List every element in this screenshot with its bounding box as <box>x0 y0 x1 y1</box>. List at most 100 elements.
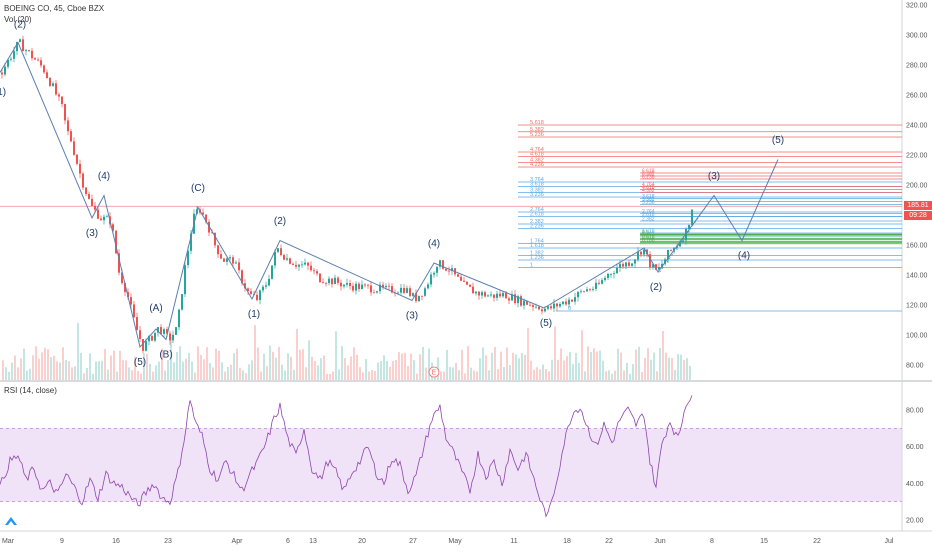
candle-body <box>646 249 648 255</box>
volume-bar-114 <box>344 358 346 380</box>
candle-body <box>334 277 336 285</box>
candle-body <box>241 270 243 284</box>
candle-body <box>676 246 678 248</box>
candle-body <box>124 283 126 293</box>
volume-bar-140 <box>422 346 424 380</box>
candle-body <box>535 306 537 308</box>
candle-body <box>643 249 645 255</box>
volume-bar-153 <box>461 349 463 380</box>
candle-body <box>586 289 588 292</box>
candle-body <box>529 304 531 306</box>
candle-body <box>85 187 87 195</box>
candle-body <box>412 293 414 296</box>
candle-body <box>598 282 600 284</box>
volume-bar-88 <box>266 366 268 380</box>
candle-body <box>274 251 276 266</box>
volume-bar-167 <box>503 367 505 380</box>
wave-label-14: (3) <box>708 171 720 182</box>
time-tick-8: 27 <box>409 538 417 545</box>
candle-body <box>181 294 183 310</box>
fib-label-0: 5.618 <box>530 120 544 126</box>
volume-bar-135 <box>407 366 409 380</box>
candle-body <box>568 299 570 305</box>
volume-bar-99 <box>299 349 301 380</box>
volume-bar-203 <box>611 373 613 380</box>
volume-bar-80 <box>242 370 244 380</box>
volume-bar-193 <box>581 330 583 380</box>
volume-bar-150 <box>452 367 454 380</box>
candle-body <box>205 214 207 222</box>
volume-bar-16 <box>50 357 52 380</box>
volume-bar-119 <box>359 367 361 380</box>
volume-bar-217 <box>653 352 655 380</box>
volume-bar-202 <box>608 370 610 380</box>
volume-bar-52 <box>158 361 160 380</box>
rsi-pane <box>0 395 902 518</box>
price-tick-1: 300.00 <box>906 33 928 40</box>
candle-body <box>580 291 582 293</box>
candle-body <box>244 283 246 289</box>
wave-label-5: (A) <box>149 303 162 314</box>
volume-bar-116 <box>350 356 352 380</box>
candle-body <box>184 265 186 295</box>
volume-bar-129 <box>389 366 391 380</box>
candle-body <box>34 58 36 60</box>
volume-bar-98 <box>296 328 298 380</box>
volume-bar-48 <box>146 353 148 380</box>
candle-body <box>319 273 321 283</box>
volume-bar-62 <box>188 352 190 380</box>
volume-bar-78 <box>236 348 238 380</box>
candle-body <box>637 251 639 260</box>
rsi-legend: RSI (14, close) <box>4 386 57 395</box>
candle-body <box>520 296 522 306</box>
candle-body <box>538 306 540 310</box>
candle-body <box>553 303 555 309</box>
candle-body <box>526 300 528 305</box>
wave-label-7: (C) <box>191 183 205 194</box>
volume-bar-139 <box>419 354 421 380</box>
volume-bar-47 <box>143 353 145 380</box>
candle-body <box>469 284 471 287</box>
candle-body <box>268 278 270 286</box>
candle-body <box>121 272 123 284</box>
volume-bar-199 <box>599 350 601 380</box>
volume-bar-197 <box>593 348 595 380</box>
candle-body <box>370 285 372 293</box>
candle-body <box>664 259 666 264</box>
volume-bar-59 <box>179 346 181 380</box>
volume-bar-8 <box>26 370 28 380</box>
volume-bar-72 <box>218 350 220 380</box>
volume-bar-111 <box>335 331 337 380</box>
candle-body <box>106 216 108 218</box>
fib2-label-16: 0.786 <box>642 238 655 244</box>
candle-body <box>640 251 642 255</box>
candle-body <box>445 268 447 271</box>
volume-bar-186 <box>560 348 562 380</box>
candle-body <box>223 258 225 262</box>
rsi-tick-1: 60.00 <box>906 444 924 451</box>
volume-bar-45 <box>137 370 139 380</box>
fib2-label-1: 6.382 <box>642 172 655 178</box>
candle-body <box>559 304 561 307</box>
volume-bar-138 <box>416 373 418 380</box>
volume-bar-158 <box>476 371 478 380</box>
volume-bar-181 <box>545 369 547 380</box>
volume-bar-85 <box>257 347 259 380</box>
volume-bar-0 <box>2 360 4 380</box>
candle-body <box>16 41 18 52</box>
volume-bar-123 <box>371 369 373 380</box>
volume-bar-87 <box>263 353 265 380</box>
wave-label-0: (1) <box>0 87 6 98</box>
candle-body <box>379 284 381 292</box>
volume-legend: Vol (20) <box>4 15 32 24</box>
rsi-tick-3: 20.00 <box>906 518 924 525</box>
time-tick-5: 6 <box>286 538 290 545</box>
candle-body <box>100 218 102 221</box>
candle-body <box>301 264 303 266</box>
volume-bar-56 <box>170 337 172 380</box>
candle-body <box>439 260 441 267</box>
candle-body <box>625 262 627 267</box>
elliott-wave-lines <box>0 41 779 349</box>
volume-bar-11 <box>35 346 37 380</box>
